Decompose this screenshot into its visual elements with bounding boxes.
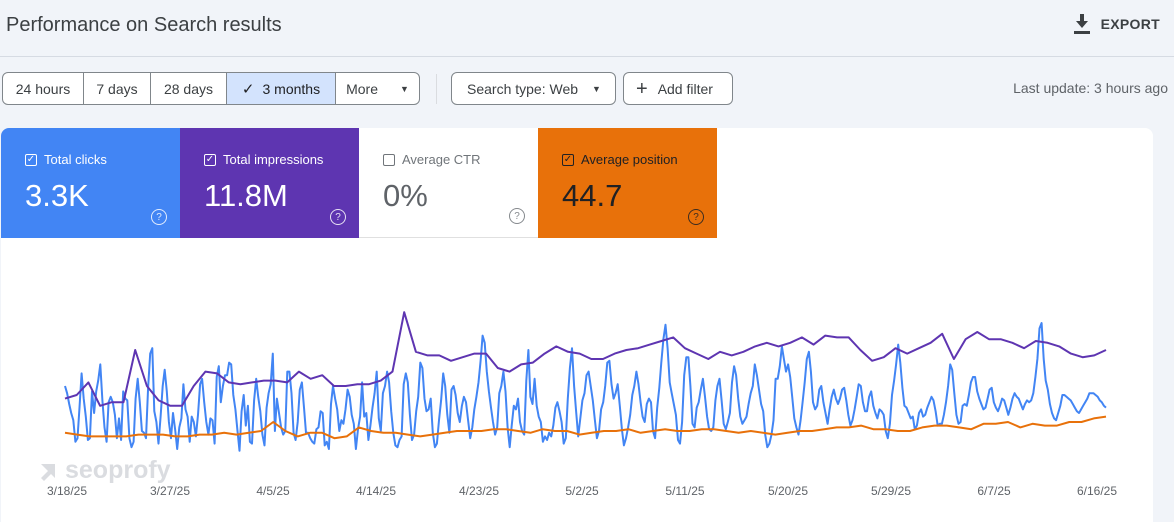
range-24-hours[interactable]: 24 hours	[3, 73, 84, 104]
x-tick-label: 3/18/25	[47, 484, 87, 498]
metric-total-clicks[interactable]: ✓ Total clicks 3.3K ?	[1, 128, 180, 238]
help-icon[interactable]: ?	[688, 209, 704, 225]
add-filter-button[interactable]: + Add filter	[623, 72, 733, 105]
range-7-days[interactable]: 7 days	[84, 73, 151, 104]
toolbar-divider	[436, 74, 437, 104]
metric-value: 44.7	[562, 178, 623, 213]
checkbox-unchecked-icon[interactable]	[383, 153, 395, 166]
metric-value: 11.8M	[204, 178, 288, 213]
checkbox-checked-icon[interactable]: ✓	[204, 153, 216, 166]
check-icon: ✓	[241, 80, 255, 98]
filter-toolbar: 24 hours 7 days 28 days ✓ 3 months More ▼ …	[2, 72, 1172, 105]
series-line-total-clicks	[64, 322, 1107, 452]
metric-total-impressions[interactable]: ✓ Total impressions 11.8M ?	[180, 128, 359, 238]
range-28-days[interactable]: 28 days	[151, 73, 227, 104]
x-tick-label: 3/27/25	[150, 484, 190, 498]
caret-down-icon: ▼	[592, 83, 601, 94]
performance-chart: 3/18/25 3/27/25 4/5/25 4/14/25 4/23/25 5/2/25…	[47, 311, 1117, 498]
help-icon[interactable]: ?	[509, 208, 525, 224]
page-header: Performance on Search results EXPORT	[0, 0, 1174, 57]
performance-card: ✓ Total clicks 3.3K ? ✓ Total impressions …	[1, 128, 1153, 522]
x-tick-label: 5/11/25	[665, 484, 704, 498]
x-tick-label: 5/29/25	[871, 484, 911, 498]
arrow-logo-icon	[41, 463, 55, 481]
last-update-text: Last update: 3 hours ago	[1013, 80, 1168, 96]
caret-down-icon: ▼	[399, 83, 409, 94]
help-icon[interactable]: ?	[151, 209, 167, 225]
x-tick-label: 5/20/25	[768, 484, 808, 498]
series-line-average-position	[64, 415, 1107, 440]
x-tick-label: 6/7/25	[977, 484, 1011, 498]
checkbox-checked-icon[interactable]: ✓	[562, 153, 574, 166]
range-3-months[interactable]: ✓ 3 months	[227, 73, 336, 104]
x-tick-label: 4/14/25	[356, 484, 396, 498]
date-range-selector: 24 hours 7 days 28 days ✓ 3 months More ▼	[2, 72, 420, 105]
download-icon	[1073, 14, 1090, 34]
metric-value: 0%	[383, 178, 428, 213]
x-tick-label: 4/23/25	[459, 484, 499, 498]
metric-average-position[interactable]: ✓ Average position 44.7 ?	[538, 128, 717, 238]
page-title: Performance on Search results	[6, 14, 282, 36]
x-tick-label: 4/5/25	[256, 484, 290, 498]
x-tick-label: 5/2/25	[565, 484, 599, 498]
x-tick-label: 6/16/25	[1077, 484, 1117, 498]
series-line-total-impressions	[64, 311, 1107, 407]
export-button[interactable]: EXPORT	[1073, 14, 1160, 34]
metric-value: 3.3K	[25, 178, 89, 213]
search-type-dropdown[interactable]: Search type: Web ▼	[451, 72, 616, 105]
seoprofy-watermark: seoprofy	[37, 456, 171, 485]
export-label: EXPORT	[1100, 16, 1160, 32]
metric-average-ctr[interactable]: Average CTR 0% ?	[359, 128, 538, 238]
help-icon[interactable]: ?	[330, 209, 346, 225]
plus-icon: +	[636, 77, 648, 100]
range-more-dropdown[interactable]: More ▼	[346, 80, 409, 97]
checkbox-checked-icon[interactable]: ✓	[25, 153, 37, 166]
